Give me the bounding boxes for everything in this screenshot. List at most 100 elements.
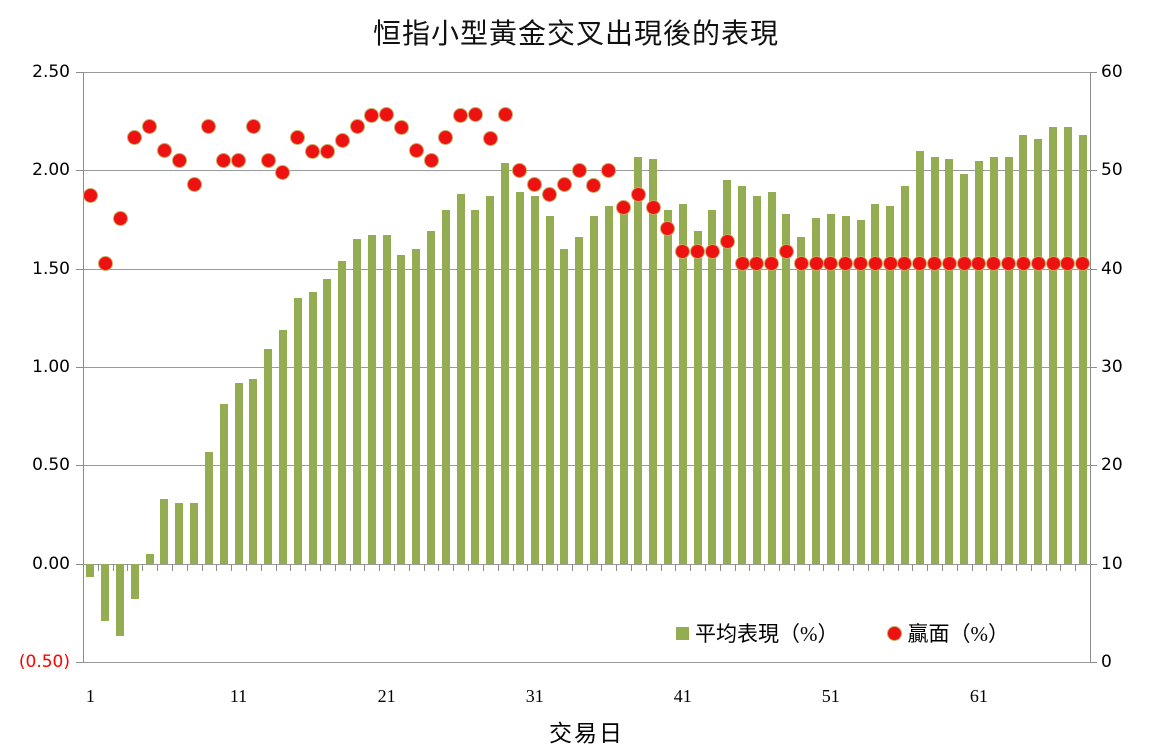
win-rate-dot [334,133,350,149]
avg-performance-bar [145,553,154,564]
left-axis-label: 0.50 [32,455,70,476]
win-rate-dot [542,187,557,203]
win-rate-dot [1015,256,1031,272]
x-category-tick [364,563,366,571]
avg-performance-bar [397,254,406,564]
x-category-tick [779,563,780,571]
y-tick-right [1090,465,1097,467]
avg-performance-bar [101,563,110,621]
win-rate-dot [645,200,661,216]
win-rate-dot [749,256,765,272]
x-category-tick [1075,563,1077,571]
avg-performance-bar [249,378,258,564]
right-axis-line [1090,72,1091,662]
win-rate-dot [82,188,98,204]
avg-performance-bar [634,156,643,564]
x-category-tick [245,563,247,571]
avg-performance-bar [767,192,776,564]
avg-performance-bar [338,260,347,564]
avg-performance-bar [323,278,332,564]
avg-performance-bar [752,195,761,564]
right-axis-label: 40 [1101,258,1123,279]
x-category-tick [542,563,544,571]
x-category-tick [823,563,825,571]
x-axis-label: 31 [525,686,544,706]
avg-performance-bar [1034,138,1043,564]
avg-performance-bar [160,498,169,564]
left-axis-line [83,72,84,662]
right-axis-label: 30 [1101,357,1123,377]
win-rate-dot [793,256,809,272]
win-rate-dot [690,244,706,260]
x-category-tick [616,563,618,571]
x-axis-label: 51 [821,686,840,706]
x-category-tick [260,563,262,571]
x-category-tick [971,563,973,571]
win-rate-dot [941,256,957,272]
x-category-tick [660,563,662,571]
win-rate-dot [497,106,513,122]
avg-performance-bar [116,563,124,637]
avg-performance-bar [812,217,820,564]
win-rate-dot [630,187,646,203]
win-rate-dot [586,177,602,193]
avg-performance-bar [293,298,302,564]
x-category-tick [912,563,914,571]
x-category-tick [349,563,351,571]
x-category-tick [897,563,899,571]
win-rate-dot [423,153,439,168]
x-category-tick [645,563,647,571]
gridline [83,662,1090,663]
left-axis-label: 0.00 [32,553,70,574]
avg-performance-bar [723,180,732,564]
x-category-tick [1030,563,1032,571]
x-axis-label: 41 [673,686,692,706]
win-rate-dot [290,130,306,146]
avg-performance-bar [663,209,672,564]
avg-performance-bar [678,203,687,564]
win-rate-dot [719,233,735,249]
x-category-tick [749,563,751,571]
x-category-tick [1045,563,1047,571]
win-rate-dot [393,119,409,135]
x-category-tick [334,563,336,571]
dot-series-swatch-icon [886,625,902,641]
avg-performance-bar [234,382,243,564]
x-category-tick [453,563,455,571]
win-rate-dot [1030,256,1046,272]
x-category-tick [734,563,736,571]
avg-performance-bar [441,209,450,564]
win-rate-dot [408,143,424,159]
right-axis-label: 10 [1101,553,1123,574]
x-category-tick [468,563,469,571]
avg-performance-bar [530,195,539,564]
avg-performance-bar [308,292,317,564]
avg-performance-bar [856,219,865,564]
win-rate-dot [601,162,617,178]
win-rate-dot [912,256,928,272]
x-category-tick [571,563,573,571]
x-category-tick [941,563,943,571]
win-rate-dot [971,256,987,272]
y-tick-left [76,662,83,663]
avg-performance-bar [900,186,909,564]
legend-label-average-performance: 平均表現（%） [695,622,839,646]
right-axis-label: 0 [1101,652,1112,672]
left-axis-label: 1.00 [32,357,70,377]
avg-performance-bar [545,215,554,564]
win-rate-dot [675,244,691,260]
avg-performance-bar [204,451,213,564]
win-rate-dot [275,164,291,180]
avg-performance-bar [1063,127,1072,564]
avg-performance-bar [915,150,924,564]
x-category-tick [497,563,499,571]
win-rate-dot [1075,256,1091,272]
win-rate-dot [467,106,483,122]
win-rate-dot [156,143,172,159]
y-tick-left [76,465,83,467]
x-category-tick [586,563,588,571]
avg-performance-bar [930,156,939,564]
x-category-tick [1090,563,1091,571]
left-axis-label: 1.50 [32,258,70,279]
